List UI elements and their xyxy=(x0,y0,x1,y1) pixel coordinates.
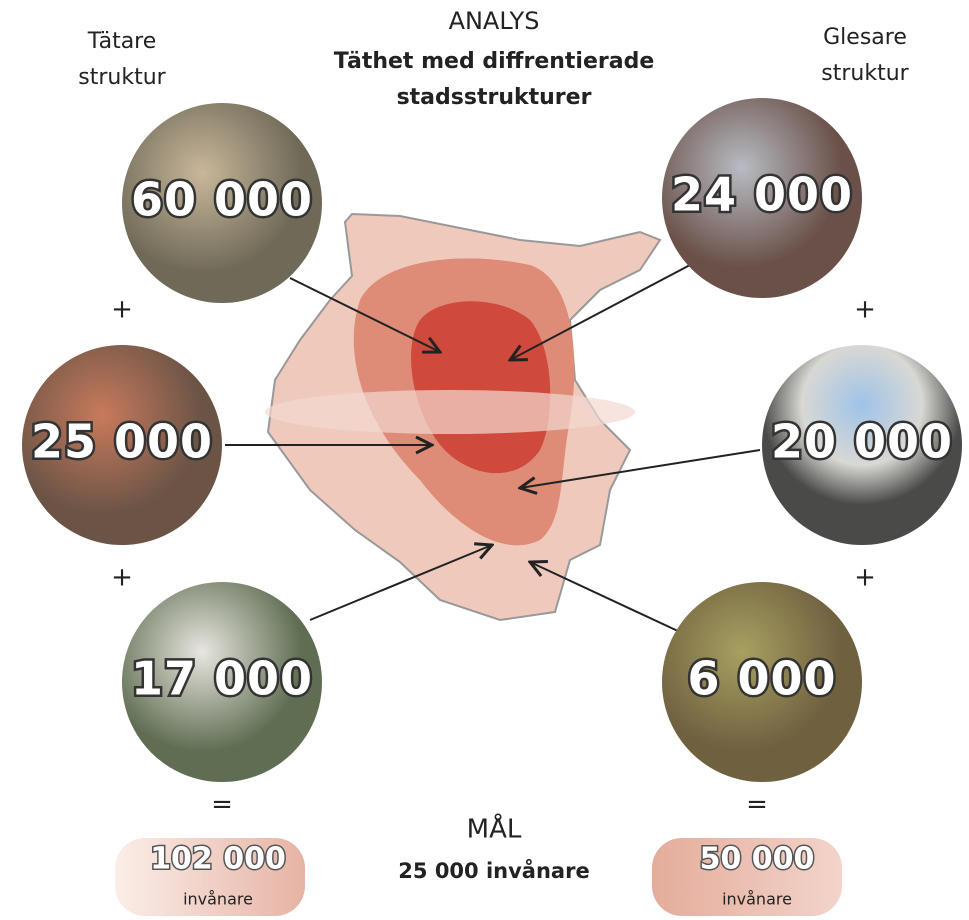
total-number: 50 000 xyxy=(700,842,815,877)
operator: + xyxy=(111,563,133,593)
total-unit: invånare xyxy=(722,890,792,909)
photo-circle xyxy=(662,98,862,298)
operator: = xyxy=(211,790,233,820)
operator: = xyxy=(746,790,768,820)
header-title: ANALYS xyxy=(449,7,540,35)
circle-number: 17 000 xyxy=(131,652,313,706)
arrow xyxy=(309,545,492,621)
operator: + xyxy=(854,563,876,593)
side-label: struktur xyxy=(78,65,166,90)
photo-circle xyxy=(22,345,222,545)
arrow xyxy=(289,277,440,352)
circle-number: 25 000 xyxy=(31,415,213,469)
side-label: Tätare xyxy=(87,29,157,54)
side-label: struktur xyxy=(821,61,909,86)
photo-circle xyxy=(762,345,962,545)
side-label: Glesare xyxy=(823,25,907,50)
total-unit: invånare xyxy=(183,890,253,909)
photo-circle xyxy=(662,582,862,782)
arrows xyxy=(225,264,761,633)
density-band xyxy=(265,390,635,434)
photos xyxy=(22,98,962,782)
header-subtitle: Täthet med diffrentierade xyxy=(334,49,655,74)
total-number: 102 000 xyxy=(150,842,286,877)
operator: + xyxy=(854,295,876,325)
map xyxy=(265,212,662,622)
operator: + xyxy=(111,295,133,325)
arrow xyxy=(530,562,681,633)
circle-number: 60 000 xyxy=(131,173,313,227)
arrow xyxy=(510,264,691,360)
arrow xyxy=(520,449,761,488)
goal-title: MÅL xyxy=(467,813,522,845)
circle-number: 20 000 xyxy=(771,415,953,469)
photo-circle xyxy=(122,103,322,303)
circle-number: 6 000 xyxy=(687,652,836,706)
circle-number: 24 000 xyxy=(671,168,853,222)
total-box xyxy=(115,838,305,916)
total-box xyxy=(652,838,842,916)
header-subtitle: stadsstrukturer xyxy=(397,85,592,110)
goal-text: 25 000 invånare xyxy=(398,858,589,883)
photo-circle xyxy=(122,582,322,782)
